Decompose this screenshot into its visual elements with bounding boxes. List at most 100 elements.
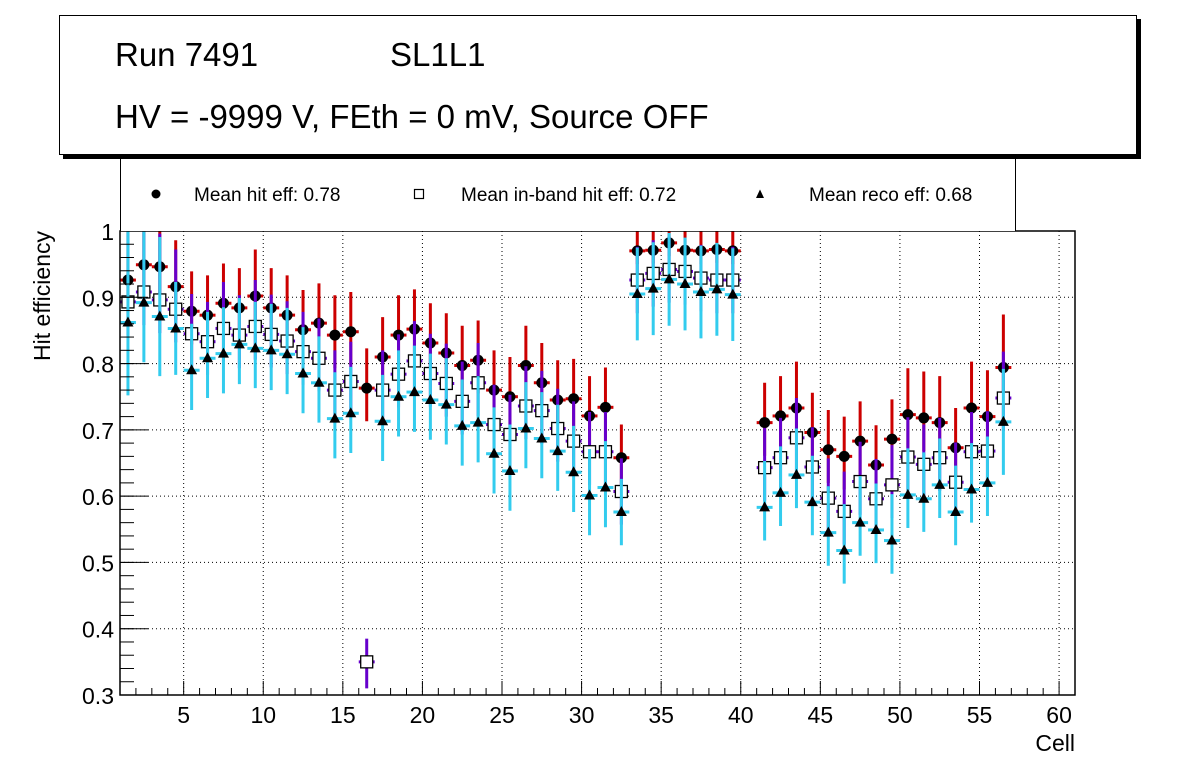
data-point-triangle [472, 416, 484, 427]
data-point-triangle [934, 478, 946, 489]
data-point-circle [918, 412, 930, 424]
data-point-triangle [599, 481, 611, 492]
title-box: Run 7491 SL1L1 HV = -9999 V, FEth = 0 mV… [59, 15, 1137, 155]
data-point-triangle [918, 492, 930, 503]
x-tick-label: 60 [1046, 702, 1072, 728]
data-point-triangle [170, 322, 182, 333]
legend-marker-triangle-icon [756, 189, 764, 198]
grid-lines [120, 230, 1075, 696]
x-tick-label: 45 [808, 702, 834, 728]
data-point-triangle [202, 352, 214, 363]
data-point-triangle [408, 386, 420, 397]
data-point-triangle [759, 501, 771, 512]
data-point-triangle [806, 496, 818, 507]
data-point-triangle [966, 483, 978, 494]
data-point-triangle [584, 489, 596, 500]
data-point-circle [329, 329, 341, 341]
data-point-triangle [488, 447, 500, 458]
x-tick-label: 35 [648, 702, 674, 728]
x-tick-label: 15 [330, 702, 356, 728]
data-point-triangle [265, 344, 277, 355]
data-point-triangle [822, 526, 834, 537]
data-point-circle [838, 450, 850, 462]
data-point-triangle [456, 419, 468, 430]
y-tick-label: 0.8 [82, 352, 114, 378]
data-point-triangle [647, 282, 659, 293]
data-point-square [885, 478, 899, 492]
y-tick-label: 0.5 [82, 550, 114, 576]
data-point-triangle [552, 445, 564, 456]
y-tick-label: 0.4 [82, 617, 114, 643]
data-point-triangle [154, 310, 166, 321]
legend: Mean hit eff: 0.78 Mean in-band hit eff:… [120, 155, 1016, 231]
x-tick-label: 25 [489, 702, 515, 728]
legend-item-reco-eff: Mean reco eff: 0.68 [809, 185, 973, 206]
data-point-circle [361, 382, 373, 394]
data-point-triangle [854, 516, 866, 527]
y-tick-label: 1 [101, 219, 114, 245]
x-tick-label: 5 [177, 702, 190, 728]
data-point-triangle [775, 486, 787, 497]
data-point-circle [902, 409, 914, 421]
series-layer [120, 231, 1012, 689]
legend-item-inband-eff: Mean in-band hit eff: 0.72 [461, 185, 677, 206]
series-filled-triangle [120, 231, 1012, 584]
data-point-triangle [981, 476, 993, 487]
data-point-triangle [997, 415, 1009, 426]
x-tick-label: 20 [410, 702, 436, 728]
data-point-circle [775, 410, 787, 422]
data-point-circle [886, 433, 898, 445]
data-point-triangle [695, 285, 707, 296]
data-point-triangle [424, 394, 436, 405]
data-point-triangle [568, 466, 580, 477]
legend-marker-square-icon [413, 188, 425, 200]
x-tick-label: 40 [728, 702, 754, 728]
data-point-triangle [615, 506, 627, 517]
x-tick-label: 10 [250, 702, 276, 728]
data-point-circle [599, 401, 611, 413]
data-point-circle [966, 402, 978, 414]
axis-ticks: 5 10 15 20 25 30 35 40 45 50 55 60 0.3 0.4 0.5 0.6 0.7 0.… [82, 219, 1072, 728]
x-tick-label: 50 [887, 702, 913, 728]
data-point-square [360, 655, 374, 669]
data-point-triangle [520, 422, 532, 433]
data-point-circle [854, 435, 866, 447]
data-point-triangle [679, 278, 691, 289]
data-point-triangle [329, 412, 341, 423]
data-point-triangle [711, 283, 723, 294]
y-tick-label: 0.7 [82, 418, 114, 444]
data-point-triangle [345, 407, 357, 418]
data-point-triangle [249, 342, 261, 353]
data-point-triangle [838, 544, 850, 555]
data-point-triangle [950, 506, 962, 517]
data-point-triangle [217, 347, 229, 358]
y-tick-label: 0.9 [82, 285, 114, 311]
data-point-triangle [663, 273, 675, 284]
data-point-triangle [631, 287, 643, 298]
data-point-triangle [186, 364, 198, 375]
data-point-triangle [440, 398, 452, 409]
data-point-triangle [536, 432, 548, 443]
data-point-circle [345, 326, 357, 338]
x-axis-label: Cell [1035, 730, 1075, 756]
data-point-triangle [138, 296, 150, 307]
data-point-triangle [886, 534, 898, 545]
legend-marker-circle-icon [151, 189, 161, 199]
data-point-triangle [377, 415, 389, 426]
y-tick-label: 0.3 [82, 683, 114, 709]
data-point-triangle [233, 338, 245, 349]
y-axis-label: Hit efficiency [29, 231, 55, 361]
run-conditions: HV = -9999 V, FEth = 0 mV, Source OFF [115, 98, 709, 135]
x-tick-label: 55 [967, 702, 993, 728]
data-point-circle [822, 444, 834, 456]
layer-name: SL1L1 [390, 36, 486, 73]
data-point-circle [759, 417, 771, 429]
data-point-circle [520, 360, 532, 372]
data-point-triangle [297, 367, 309, 378]
data-point-triangle [727, 288, 739, 299]
run-number: Run 7491 [115, 36, 259, 73]
x-tick-label: 30 [569, 702, 595, 728]
legend-item-hit-eff: Mean hit eff: 0.78 [194, 185, 341, 206]
y-tick-label: 0.6 [82, 484, 114, 510]
